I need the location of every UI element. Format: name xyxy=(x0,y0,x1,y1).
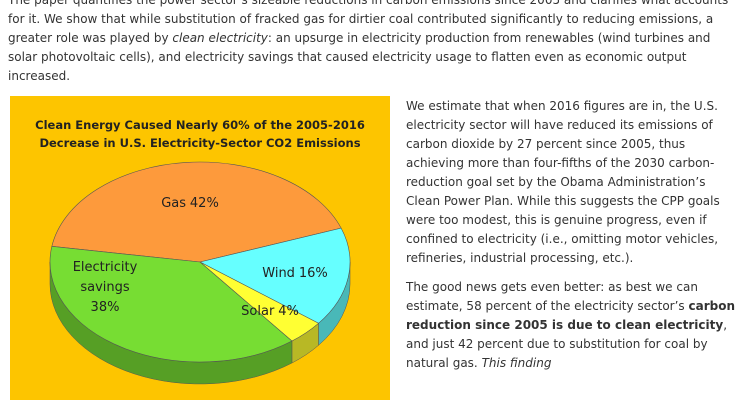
slice-name: Wind xyxy=(262,266,295,281)
paragraph: The good news gets even better: as best … xyxy=(406,278,736,373)
italic-text: clean electricity xyxy=(172,31,268,45)
paragraph: We estimate that when 2016 figures are i… xyxy=(406,97,736,268)
side-text: We estimate that when 2016 figures are i… xyxy=(406,97,736,383)
intro-paragraph: The paper quantifies the power sector’s … xyxy=(8,0,734,86)
text: We estimate that when 2016 figures are i… xyxy=(406,99,720,265)
chart-title: Decrease in U.S. Electricity-Sector CO2 … xyxy=(39,136,361,150)
slice-name: Solar xyxy=(241,304,275,319)
pie-slice xyxy=(199,227,351,324)
text: : an upsurge in electricity production f… xyxy=(8,31,711,83)
chart-image: Clean Energy Caused Nearly 60% of the 20… xyxy=(10,96,390,400)
slice-value: 16% xyxy=(298,266,328,281)
slice-label: Gas 42% xyxy=(130,194,250,214)
slice-value: 42% xyxy=(189,196,219,211)
chart-title: Clean Energy Caused Nearly 60% of the 20… xyxy=(35,118,365,132)
bold-text: carbon reduction since 2005 is due to cl… xyxy=(406,299,736,332)
slice-value: 4% xyxy=(278,304,299,319)
pie-slice xyxy=(51,161,342,263)
slice-label: Solar 4% xyxy=(235,302,305,322)
pie-chart xyxy=(49,161,351,385)
text: The good news gets even better: as best … xyxy=(406,280,698,313)
italic-text: This finding xyxy=(481,356,552,370)
slice-name: Gas xyxy=(161,196,187,211)
text: The paper quantifies the power sector’s … xyxy=(8,0,729,45)
slice-name: Electricity savings xyxy=(72,260,138,295)
slice-label: Electricity savings 38% xyxy=(55,258,155,318)
text: , and just 42 percent due to substitutio… xyxy=(406,318,728,370)
slice-label: Wind 16% xyxy=(250,264,340,284)
slice-value: 38% xyxy=(90,300,120,315)
pie-slice xyxy=(49,246,293,363)
